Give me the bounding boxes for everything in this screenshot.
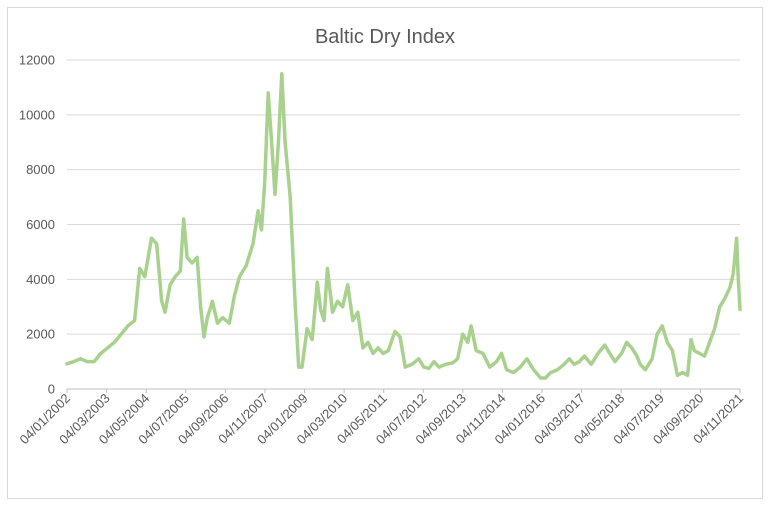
chart-frame [7, 7, 763, 499]
y-axis-ticks: 0 2000 4000 6000 8000 10000 12000 [19, 53, 55, 397]
y-tick-label: 12000 [19, 53, 55, 68]
chart-title: Baltic Dry Index [315, 26, 455, 48]
y-tick-label: 2000 [26, 327, 55, 342]
gridlines [67, 59, 740, 390]
x-axis-ticks: 04/01/200204/03/200304/05/200404/07/2005… [16, 389, 746, 447]
series-line-0 [65, 71, 742, 380]
series-layer [65, 71, 742, 380]
y-tick-label: 4000 [26, 272, 55, 287]
y-tick-label: 10000 [19, 107, 55, 122]
y-tick-label: 8000 [26, 162, 55, 177]
y-tick-label: 0 [48, 382, 55, 397]
y-tick-label: 6000 [26, 217, 55, 232]
